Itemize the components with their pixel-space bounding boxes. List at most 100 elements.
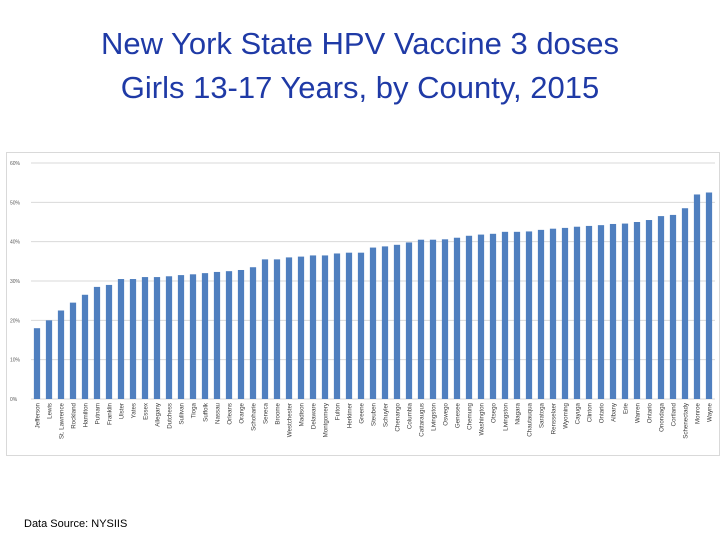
x-tick-label: Rensselaer bbox=[551, 403, 558, 434]
bar bbox=[501, 231, 509, 399]
bar bbox=[561, 227, 569, 399]
bar bbox=[525, 231, 533, 399]
x-tick-label: Livingston bbox=[503, 402, 510, 430]
x-tick-label: Westchester bbox=[287, 403, 294, 437]
bar bbox=[261, 259, 269, 399]
x-tick-label: Chautauqua bbox=[527, 402, 534, 436]
bar bbox=[33, 328, 41, 399]
x-tick-label: Chenango bbox=[395, 402, 402, 431]
x-tick-label: Chemung bbox=[467, 402, 474, 429]
y-tick-label: 10% bbox=[10, 358, 21, 364]
bar bbox=[633, 222, 641, 399]
bar bbox=[213, 271, 221, 399]
x-tick-label: Cortland bbox=[671, 402, 678, 426]
bar bbox=[237, 269, 245, 399]
x-tick-label: Oswego bbox=[443, 402, 450, 425]
data-source-note: Data Source: NYSIIS bbox=[24, 518, 128, 530]
x-tick-label: Livingston bbox=[431, 402, 438, 430]
bar bbox=[45, 320, 53, 399]
bar bbox=[93, 286, 101, 399]
bar bbox=[417, 239, 425, 399]
bar bbox=[693, 194, 701, 399]
chart-frame: 0% 10% 20% 30% 40% 50% 60% Jefferson Lewis St. La… bbox=[6, 152, 720, 456]
bar bbox=[309, 255, 317, 399]
y-tick-label: 30% bbox=[10, 279, 21, 285]
x-tick-label: Washington bbox=[479, 402, 486, 435]
x-tick-label: Orleans bbox=[227, 403, 234, 425]
bar bbox=[585, 225, 593, 399]
x-tick-label: Orange bbox=[239, 402, 246, 423]
bar bbox=[105, 284, 113, 399]
x-tick-label: Essex bbox=[143, 402, 150, 420]
bar bbox=[69, 302, 77, 399]
bar bbox=[657, 216, 665, 399]
x-tick-label: Fulton bbox=[335, 402, 342, 420]
y-tick-label: 40% bbox=[10, 240, 21, 246]
bar bbox=[321, 255, 329, 399]
x-tick-label: Herkimer bbox=[347, 403, 354, 428]
x-tick-label: Lewis bbox=[47, 403, 54, 419]
bar bbox=[621, 223, 629, 399]
bar bbox=[153, 277, 161, 399]
bar bbox=[549, 228, 557, 399]
bar bbox=[345, 252, 353, 399]
x-tick-label: Wayne bbox=[707, 402, 714, 422]
bar bbox=[141, 277, 149, 399]
bar bbox=[441, 239, 449, 399]
bar bbox=[201, 273, 209, 399]
x-tick-label: Erie bbox=[623, 402, 630, 414]
x-tick-label: Yates bbox=[131, 403, 138, 418]
x-tick-label: Genesee bbox=[455, 402, 462, 428]
bar-chart: 0% 10% 20% 30% 40% 50% 60% Jefferson Lewis St. La… bbox=[10, 161, 715, 439]
slide-title: New York State HPV Vaccine 3 doses Girls… bbox=[0, 22, 720, 110]
x-tick-label: Otsego bbox=[491, 402, 498, 423]
bar bbox=[669, 214, 677, 399]
x-tick-label: Putnam bbox=[95, 403, 102, 424]
x-tick-label: Clinton bbox=[587, 402, 594, 422]
x-tick-label: Greene bbox=[359, 402, 366, 423]
y-tick-label: 60% bbox=[10, 161, 21, 167]
x-tick-label: Tioga bbox=[191, 402, 198, 418]
bar bbox=[393, 244, 401, 399]
x-tick-label: Saratoga bbox=[539, 402, 546, 428]
x-tick-label: Cayuga bbox=[575, 402, 582, 424]
y-tick-label: 50% bbox=[10, 200, 21, 206]
bar bbox=[705, 192, 713, 399]
bar bbox=[249, 267, 257, 399]
bar bbox=[597, 225, 605, 399]
x-tick-label: Schoharie bbox=[251, 402, 258, 430]
x-tick-label: Suffolk bbox=[203, 402, 210, 422]
y-tick-label: 0% bbox=[10, 397, 18, 403]
x-tick-label: Cattaraugus bbox=[419, 403, 426, 437]
title-line-2: Girls 13-17 Years, by County, 2015 bbox=[120, 70, 600, 105]
x-tick-label: Jefferson bbox=[35, 402, 42, 428]
x-tick-label: Niagara bbox=[515, 402, 522, 424]
x-tick-label: Wyoming bbox=[563, 402, 570, 428]
x-tick-label: Franklin bbox=[107, 402, 114, 425]
bar bbox=[645, 220, 653, 399]
x-tick-label: Monroe bbox=[695, 402, 702, 424]
bar bbox=[129, 279, 137, 399]
x-tick-label: Albany bbox=[611, 402, 618, 422]
x-tick-label: Rockland bbox=[71, 402, 78, 428]
bar bbox=[225, 271, 233, 399]
bar bbox=[285, 257, 293, 399]
bar bbox=[609, 223, 617, 399]
x-tick-label: Columbia bbox=[407, 402, 414, 429]
bar bbox=[81, 294, 89, 399]
x-tick-label: Allegany bbox=[155, 402, 162, 427]
bar bbox=[165, 276, 173, 399]
x-tick-label: Seneca bbox=[263, 402, 270, 424]
x-tick-label: Hamilton bbox=[83, 402, 90, 427]
bar bbox=[357, 252, 365, 399]
bar bbox=[273, 259, 281, 399]
x-tick-label: Schuyler bbox=[383, 403, 390, 427]
x-tick-label: Steuben bbox=[371, 402, 378, 426]
x-tick-label: Montgomery bbox=[323, 402, 330, 437]
bar bbox=[189, 274, 197, 399]
x-tick-label: Ontario bbox=[647, 402, 654, 423]
x-tick-label: Ulster bbox=[119, 403, 126, 419]
x-tick-label: Sullivan bbox=[179, 402, 186, 424]
bar bbox=[465, 235, 473, 399]
x-tick-label: Dutchess bbox=[167, 403, 174, 429]
